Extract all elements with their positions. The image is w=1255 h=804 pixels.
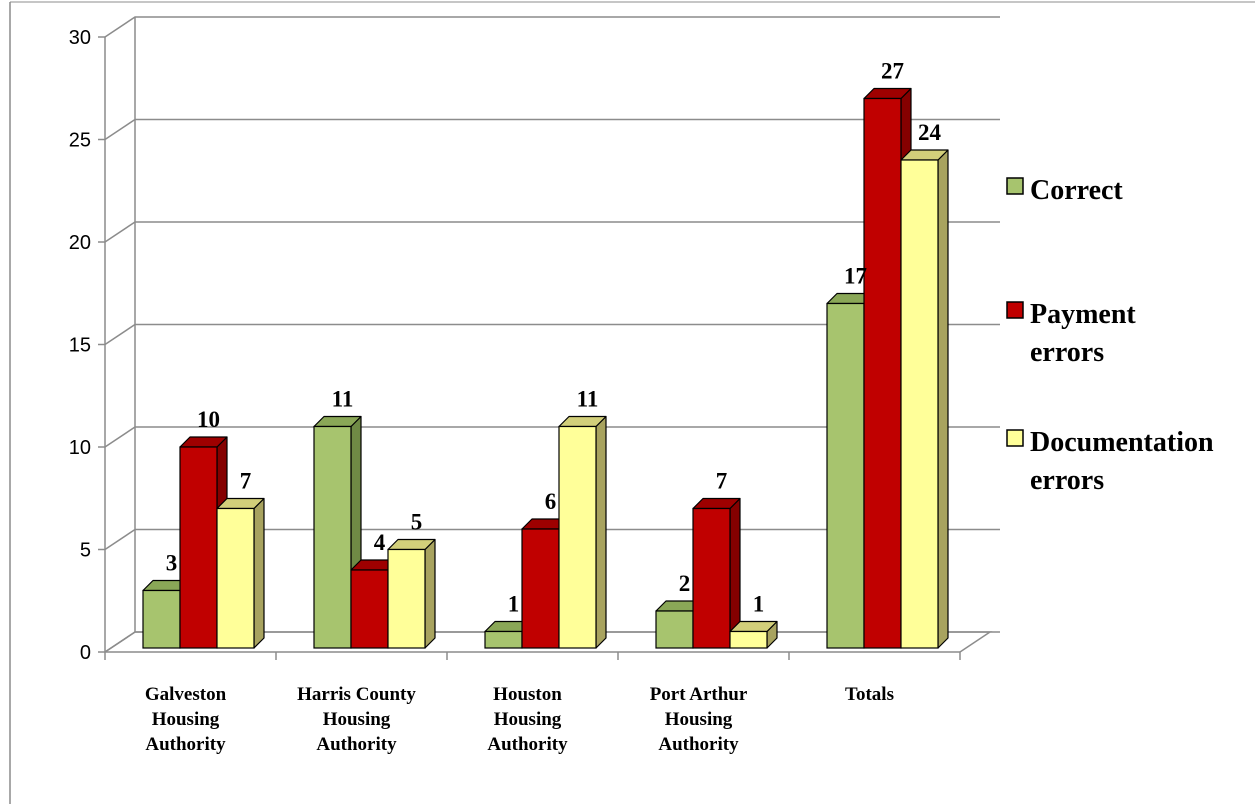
bar	[826, 302, 865, 649]
gridline	[104, 426, 1000, 448]
bar	[387, 548, 426, 649]
bar	[350, 569, 389, 649]
bar	[313, 425, 352, 649]
y-tick-label: 20	[69, 232, 91, 254]
category-label-line: Housing	[152, 709, 220, 730]
data-label: 11	[332, 387, 354, 412]
category-label: Port Arthur Housing Authority	[650, 684, 748, 755]
legend-label-line: Documentation	[1030, 427, 1214, 458]
data-label: 3	[166, 551, 178, 576]
legend-label: Documentation errors	[1030, 427, 1214, 496]
data-label: 7	[716, 469, 728, 494]
category-label-line: Harris County	[297, 684, 416, 705]
category-label: Galveston Housing Authority	[145, 684, 227, 755]
category-label: Houston Housing Authority	[487, 684, 568, 755]
category-label-line: Totals	[845, 684, 894, 705]
legend-label-line: errors	[1030, 465, 1104, 496]
data-label: 1	[508, 592, 520, 617]
category-label-line: Authority	[487, 734, 568, 755]
y-tick-label: 25	[69, 130, 91, 152]
bar-side	[424, 538, 436, 649]
legend-swatch	[1006, 429, 1024, 447]
bar	[655, 610, 694, 649]
legend-swatch	[1006, 301, 1024, 319]
bar	[558, 425, 597, 649]
bars	[142, 87, 949, 649]
data-label: 17	[844, 264, 867, 289]
y-tick-label: 15	[69, 335, 91, 357]
legend-label: Correct	[1030, 175, 1123, 206]
bar	[521, 528, 560, 649]
bar	[484, 630, 523, 649]
bar	[692, 507, 731, 649]
bar	[863, 97, 902, 649]
category-label: Totals	[845, 684, 894, 705]
category-label: Harris County Housing Authority	[297, 684, 416, 755]
category-label-line: Port Arthur	[650, 684, 748, 705]
y-tick-label: 10	[69, 437, 91, 459]
bar-side	[253, 497, 265, 649]
y-tick-label: 5	[80, 540, 91, 562]
legend-label-line: Payment	[1030, 299, 1136, 330]
legend-label-line: errors	[1030, 337, 1104, 368]
bar	[729, 630, 768, 649]
category-label-line: Authority	[316, 734, 397, 755]
bar	[900, 159, 939, 649]
data-label: 1	[753, 592, 765, 617]
gridline	[104, 118, 1000, 141]
category-labels: Galveston Housing Authority Harris County Ho…	[145, 684, 894, 755]
data-label: 7	[240, 469, 252, 494]
data-label: 2	[679, 571, 691, 596]
category-label-line: Galveston	[145, 684, 227, 705]
category-label-line: Houston	[493, 684, 562, 705]
bar-side	[937, 149, 949, 649]
category-label-line: Housing	[494, 709, 562, 730]
gridline	[104, 221, 1000, 243]
legend: Correct Payment errors Documentation errors	[1006, 175, 1214, 496]
gridline	[104, 323, 1000, 346]
data-label: 6	[545, 489, 557, 514]
legend-label-line: Correct	[1030, 175, 1123, 206]
data-label: 4	[374, 530, 386, 555]
bar	[216, 507, 255, 649]
y-tick-label: 30	[69, 27, 91, 49]
data-label: 27	[881, 59, 904, 84]
data-label: 11	[577, 387, 599, 412]
bar-side	[595, 415, 607, 649]
bar	[142, 589, 181, 649]
legend-label: Payment errors	[1030, 299, 1136, 368]
legend-swatch	[1006, 177, 1024, 195]
y-tick-label: 0	[80, 642, 91, 664]
category-label-line: Authority	[145, 734, 226, 755]
data-label: 5	[411, 510, 423, 535]
category-label-line: Housing	[323, 709, 391, 730]
data-label: 10	[197, 407, 220, 432]
gridlines	[104, 16, 1000, 653]
bar	[179, 446, 218, 649]
category-label-line: Housing	[665, 709, 733, 730]
category-label-line: Authority	[658, 734, 739, 755]
data-label: 24	[918, 120, 942, 145]
gridline	[104, 16, 1000, 38]
